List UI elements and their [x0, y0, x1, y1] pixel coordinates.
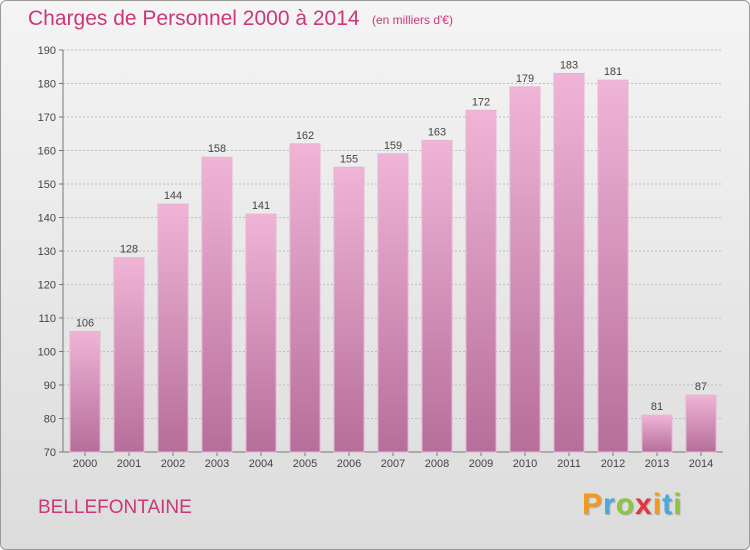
x-tick-label: 2004: [249, 458, 273, 470]
bar: [157, 203, 189, 453]
chart-title: Charges de Personnel 2000 à 2014: [28, 7, 360, 30]
y-tick-label: 140: [38, 213, 56, 225]
y-tick-label: 130: [38, 246, 56, 258]
data-label: 183: [560, 59, 578, 71]
data-label: 181: [604, 66, 622, 78]
bar: [597, 79, 629, 453]
bar: [69, 330, 101, 453]
data-label: 158: [208, 143, 226, 155]
bar: [465, 109, 497, 453]
y-tick-label: 80: [44, 414, 56, 426]
data-label: 141: [252, 200, 270, 212]
data-label: 162: [296, 130, 314, 142]
bar: [641, 414, 673, 453]
data-labels: 106 128 144 158 141 162 155 159 163 172 179 183 181 8…: [76, 59, 707, 413]
data-label: 179: [516, 73, 534, 85]
data-label: 81: [651, 401, 663, 413]
bar: [685, 394, 717, 453]
x-tick-label: 2014: [689, 458, 713, 470]
x-tick-label: 2006: [337, 458, 361, 470]
y-tick-label: 160: [38, 146, 56, 158]
logo-letter: r: [603, 488, 616, 521]
x-tick-label: 2002: [161, 458, 185, 470]
x-tick-label: 2010: [513, 458, 537, 470]
data-label: 163: [428, 126, 446, 138]
x-tick-label: 2012: [601, 458, 625, 470]
x-tick-label: 2007: [381, 458, 405, 470]
y-tick-label: 90: [44, 380, 56, 392]
logo-letter: P: [582, 488, 604, 521]
data-label: 106: [76, 317, 94, 329]
y-tick-label: 110: [38, 313, 56, 325]
data-label: 128: [120, 244, 138, 256]
chart-subtitle: (en milliers d'€): [372, 13, 453, 27]
bar: [113, 257, 145, 453]
bar: [509, 86, 541, 453]
logo-letter: o: [615, 488, 636, 521]
x-tick-label: 2000: [73, 458, 97, 470]
y-tick-label: 170: [38, 112, 56, 124]
data-label: 172: [472, 96, 490, 108]
y-tick-label: 70: [44, 447, 56, 459]
data-label: 159: [384, 140, 402, 152]
x-tick-label: 2008: [425, 458, 449, 470]
x-tick-label: 2005: [293, 458, 317, 470]
y-tick-label: 190: [38, 45, 56, 57]
data-label: 155: [340, 153, 358, 165]
axes: 70 80 90 100 110 120 130 140 150 160 170 180 190 2000…: [38, 45, 723, 470]
data-label: 87: [695, 381, 707, 393]
logo-letter: t: [662, 488, 674, 521]
y-tick-label: 150: [38, 179, 56, 191]
y-tick-label: 100: [38, 347, 56, 359]
bar: [553, 72, 585, 453]
commune-name: BELLEFONTAINE: [38, 497, 192, 518]
x-tick-label: 2011: [557, 458, 581, 470]
x-tick-label: 2013: [645, 458, 669, 470]
bar: [245, 213, 277, 453]
x-tick-label: 2001: [117, 458, 141, 470]
logo-letter: i: [673, 488, 683, 521]
x-tick-label: 2003: [205, 458, 229, 470]
logo-letter: x: [635, 488, 653, 521]
bar: [333, 166, 365, 453]
logo-letter: i: [652, 488, 663, 521]
bar: [377, 153, 409, 453]
bar: [421, 139, 453, 453]
x-tick-label: 2009: [469, 458, 493, 470]
bar: [289, 143, 321, 453]
y-tick-label: 180: [38, 79, 56, 91]
proxiti-logo: Proxiti: [582, 488, 682, 522]
bars: [69, 72, 717, 453]
y-tick-label: 120: [38, 280, 56, 292]
data-label: 144: [164, 190, 182, 202]
bar: [201, 156, 233, 453]
